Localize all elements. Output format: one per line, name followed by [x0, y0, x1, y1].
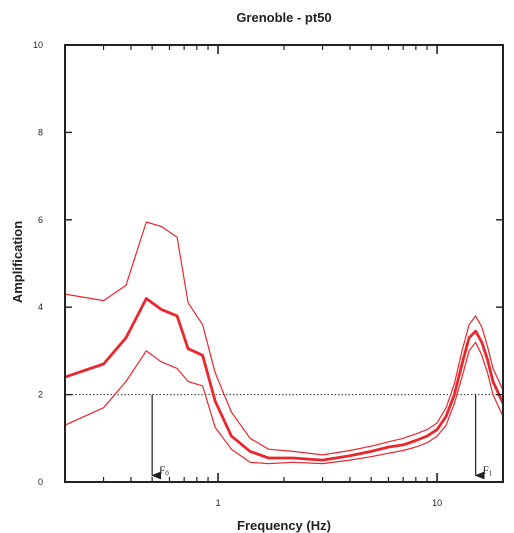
annotation-group: F0 F1 [151, 394, 493, 480]
x-tick-label: 10 [432, 498, 442, 508]
plot-frame [64, 44, 504, 483]
tick-labels: 1 10 0 2 4 6 8 10 [33, 40, 442, 508]
x-tick-label: 1 [216, 498, 221, 508]
frequency-marker-label: F0 [159, 464, 169, 477]
series-group [64, 221, 505, 465]
chart-title: Grenoble - pt50 [236, 10, 331, 25]
tick-marks [64, 44, 504, 483]
series-line-lower [64, 341, 504, 465]
frequency-marker-label: F1 [483, 464, 493, 477]
y-tick-label: 0 [38, 477, 43, 487]
series-line-mean [64, 297, 505, 462]
x-axis-label: Frequency (Hz) [237, 518, 331, 533]
y-axis-label: Amplification [10, 221, 25, 303]
y-tick-label: 8 [38, 127, 43, 137]
y-tick-label: 6 [38, 215, 43, 225]
y-tick-label: 2 [38, 390, 43, 400]
y-tick-label: 10 [33, 40, 43, 50]
plot-area: F0 F1 1 10 0 2 4 6 8 10 [33, 40, 505, 508]
y-tick-label: 4 [38, 302, 43, 312]
series-line-upper [64, 221, 504, 456]
